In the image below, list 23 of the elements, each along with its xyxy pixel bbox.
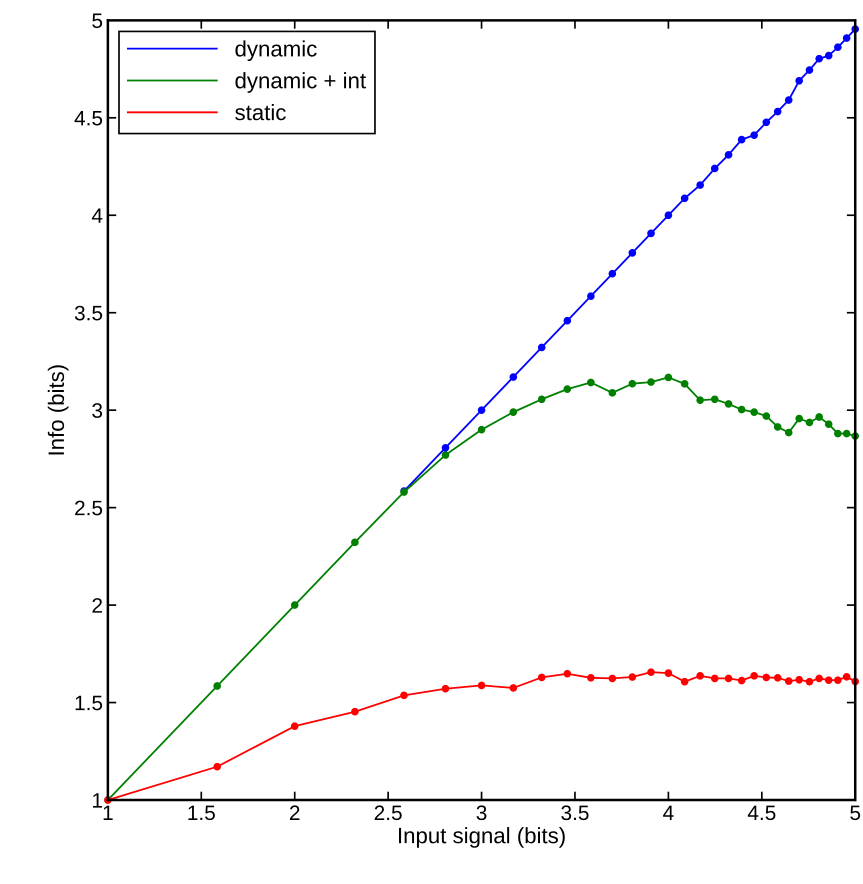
y-tick-label: 4 (92, 208, 102, 223)
y-tick-label: 4.5 (74, 111, 102, 126)
x-tick-label: 1.5 (188, 806, 215, 820)
y-tick-label: 1.5 (76, 696, 102, 710)
x-tick-label: 2.5 (374, 805, 402, 820)
legend-label: dynamic + int (235, 72, 366, 93)
y-tick-label: 2.5 (75, 500, 102, 516)
x-tick-label: 3.5 (561, 805, 589, 820)
x-tick-label: 4.5 (748, 806, 776, 820)
y-tick-label: 3 (92, 403, 102, 418)
y-tick-label: 5 (92, 14, 102, 28)
x-tick-label: 3 (476, 805, 486, 820)
x-tick-label: 2 (290, 805, 300, 820)
y-axis-title: Info (bits) (48, 365, 68, 454)
y-tick-label: 2 (92, 598, 102, 613)
y-tick-label: 1 (93, 793, 102, 808)
legend-label: dynamic (235, 40, 317, 62)
x-tick-label: 4 (663, 806, 674, 820)
y-tick-label: 3.5 (74, 306, 102, 320)
legend-label: static (235, 104, 286, 120)
x-tick-label: 5 (850, 806, 860, 820)
x-axis-title: Input signal (bits) (399, 827, 565, 848)
x-tick-label: 1 (104, 806, 113, 820)
